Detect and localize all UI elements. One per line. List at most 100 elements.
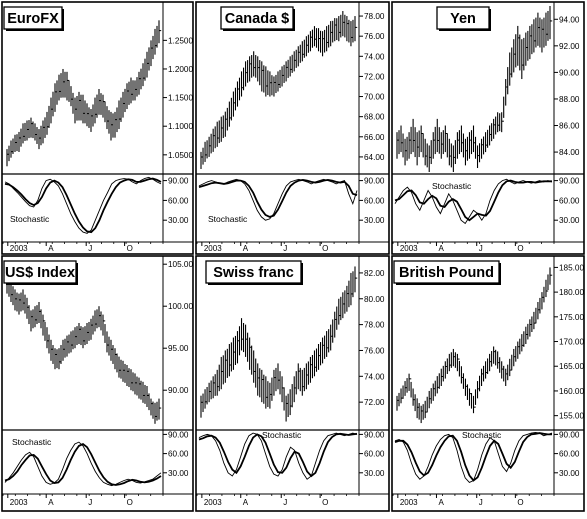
panel-title: Yen [450,11,476,27]
price-tick-label: 160.00 [559,387,584,396]
time-tick-label: O [127,244,133,253]
price-tick-label: 1.2500 [168,36,193,45]
time-tick-label: J [283,244,287,253]
title-box [205,260,302,284]
price-tick-label: 88.00 [559,95,580,104]
panel-title: EuroFX [7,11,59,27]
stochastic-tick-label: 60.00 [559,196,580,205]
stochastic-tick-label: 30.00 [559,469,580,478]
title-box [393,260,500,284]
time-tick-label: 2003 [400,244,418,253]
price-tick-label: 74.00 [364,372,385,381]
price-tick-label: 64.00 [364,153,385,162]
price-tick-label: 78.00 [364,321,385,330]
time-tick-label: A [438,244,444,253]
stochastic-slow-line [198,178,358,218]
panel-2: 78.00 76.00 74.00 72.00 70.00 68.00 66.00 64.00… [195,1,390,255]
stochastic-slow-line [394,432,552,482]
price-tick-label: 92.00 [559,42,580,51]
stochastic-tick-label: 90.00 [168,177,189,186]
price-tick-label: 155.00 [559,412,584,421]
stochastic-slow-line [198,432,358,478]
time-tick-label: O [517,498,523,507]
time-tick-label: A [243,244,249,253]
price-tick-label: 100.00 [168,302,193,311]
stochastic-label: Stochastic [462,430,502,440]
price-tick-label: 1.2000 [168,65,193,74]
stochastic-tick-label: 90.00 [364,430,385,439]
stochastic-slow-line [4,442,162,486]
time-tick-label: 2003 [10,498,28,507]
time-tick-label: 2003 [204,244,222,253]
title-box [3,260,77,284]
stochastic-tick-label: 60.00 [364,196,385,205]
price-tick-label: 1.1000 [168,122,193,131]
panel-border [1,1,194,255]
panel-border [195,1,390,255]
time-tick-label: 2003 [10,244,28,253]
price-tick-label: 90.00 [168,386,189,395]
price-tick-label: 105.00 [168,260,193,269]
price-tick-label: 72.00 [364,72,385,81]
panel-5: 82.00 80.00 78.00 76.00 74.00 72.00 90.00 60.00… [195,255,390,512]
stochastic-label: Stochastic [10,214,50,224]
price-tick-label: 165.00 [559,362,584,371]
stochastic-tick-label: 30.00 [559,216,580,225]
stochastic-tick-label: 30.00 [364,469,385,478]
stochastic-tick-label: 60.00 [364,450,385,459]
stochastic-fast-line [198,432,358,480]
time-tick-label: J [479,244,483,253]
price-tick-label: 76.00 [364,32,385,41]
stochastic-slow-line [4,177,162,234]
price-tick-label: 82.00 [364,269,385,278]
title-box [436,6,490,30]
price-tick-label: 90.00 [559,68,580,77]
panel-3: 94.00 92.00 90.00 88.00 86.00 84.00 90.00 60.00… [391,1,585,255]
title-box [3,6,63,30]
price-tick-label: 170.00 [559,338,584,347]
time-tick-label: O [322,498,328,507]
price-tick-label: 175.00 [559,313,584,322]
price-tick-label: 74.00 [364,52,385,61]
panel-title: British Pound [399,265,494,281]
stochastic-tick-label: 30.00 [364,216,385,225]
price-tick-label: 72.00 [364,398,385,407]
panel-6: 185.00 180.00 175.00 170.00 165.00 160.00 155.… [391,255,585,512]
time-tick-label: J [88,244,92,253]
time-tick-label: O [127,498,133,507]
panel-title: Canada $ [225,11,289,27]
panel-border [391,1,585,255]
stochastic-label: Stochastic [208,214,248,224]
price-tick-label: 1.1500 [168,94,193,103]
stochastic-tick-label: 90.00 [364,177,385,186]
time-tick-label: O [517,244,523,253]
stochastic-slow-line [394,179,552,222]
price-tick-label: 185.00 [559,263,584,272]
stochastic-tick-label: 60.00 [168,450,189,459]
price-tick-label: 180.00 [559,288,584,297]
price-tick-label: 95.00 [168,344,189,353]
time-tick-label: A [48,244,54,253]
time-tick-label: A [243,498,249,507]
stochastic-label: Stochastic [262,430,302,440]
time-tick-label: O [322,244,328,253]
stochastic-fast-line [4,176,162,234]
time-tick-label: J [479,498,483,507]
stochastic-tick-label: 60.00 [559,450,580,459]
price-tick-label: 84.00 [559,148,580,157]
price-tick-label: 66.00 [364,133,385,142]
price-tick-label: 78.00 [364,12,385,21]
stochastic-tick-label: 90.00 [559,430,580,439]
time-tick-label: 2003 [204,498,222,507]
price-tick-label: 76.00 [364,346,385,355]
stochastic-tick-label: 30.00 [168,469,189,478]
price-tick-label: 1.0500 [168,151,193,160]
stochastic-tick-label: 90.00 [168,430,189,439]
price-tick-label: 68.00 [364,113,385,122]
stochastic-label: Stochastic [432,181,472,191]
time-tick-label: A [48,498,54,507]
time-tick-label: 2003 [400,498,418,507]
stochastic-tick-label: 90.00 [559,177,580,186]
price-tick-label: 70.00 [364,93,385,102]
